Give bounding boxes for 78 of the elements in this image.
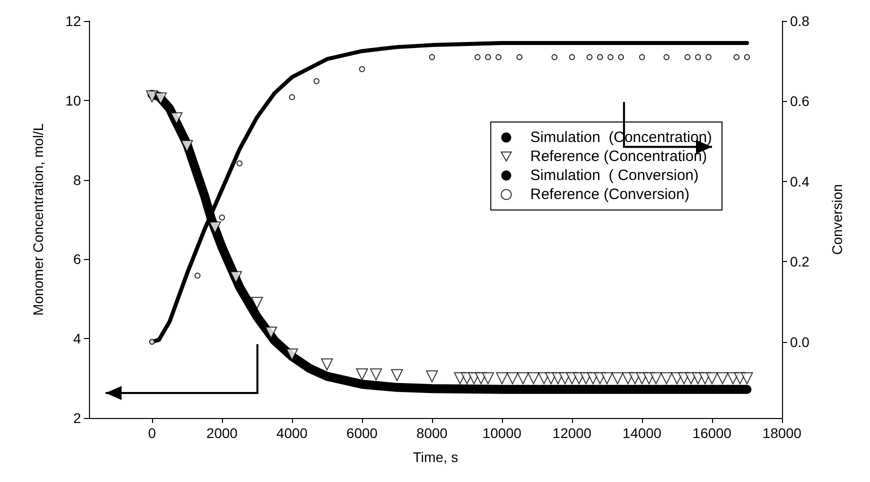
- x-axis-title: Time, s: [412, 449, 458, 465]
- point: [660, 372, 672, 384]
- point: [586, 54, 592, 60]
- point: [230, 271, 242, 284]
- point: [265, 326, 277, 339]
- point: [650, 372, 662, 384]
- point: [314, 78, 320, 84]
- x-tick-label: 2000: [206, 425, 238, 441]
- y2-tick-label: 0.2: [790, 254, 810, 270]
- point: [482, 372, 494, 384]
- point: [552, 54, 558, 60]
- x-tick-label: 4000: [276, 425, 308, 441]
- point: [370, 368, 382, 380]
- point: [734, 54, 740, 60]
- point: [684, 54, 690, 60]
- y2-tick-label: 0.4: [790, 173, 810, 190]
- x-tick-label: 12000: [552, 425, 592, 441]
- y-tick-label: 8: [73, 172, 82, 188]
- point: [236, 160, 242, 166]
- y2-tick-label: 0.0: [790, 334, 810, 350]
- y2-tick-label: 0.6: [790, 93, 810, 110]
- point: [496, 372, 508, 384]
- y2-axis-title: Conversion: [829, 184, 845, 255]
- point: [612, 372, 624, 384]
- point: [321, 358, 333, 370]
- point: [391, 369, 403, 382]
- x-tick-label: 16000: [692, 425, 732, 441]
- point: [744, 54, 750, 60]
- y-tick-label: 4: [73, 330, 82, 347]
- point: [597, 54, 603, 60]
- point: [517, 372, 529, 384]
- point: [286, 348, 298, 360]
- point: [516, 54, 522, 60]
- point: [289, 94, 295, 100]
- point: [149, 338, 155, 345]
- point: [194, 272, 200, 279]
- point: [154, 92, 167, 104]
- legend-label: Reference (Conversion): [530, 186, 690, 203]
- y-tick-label: 12: [65, 13, 82, 29]
- point: [716, 372, 728, 384]
- y-tick-label: 6: [73, 251, 82, 268]
- point: [496, 54, 502, 60]
- y-tick-label: 2: [73, 410, 82, 426]
- x-tick-label: 0: [148, 425, 156, 441]
- point: [251, 296, 263, 309]
- point: [706, 372, 718, 384]
- y-tick-label: 10: [65, 92, 82, 108]
- x-tick-label: 18000: [762, 425, 802, 441]
- point: [639, 54, 645, 60]
- point: [608, 54, 614, 60]
- point: [356, 368, 368, 380]
- point: [181, 140, 193, 152]
- point: [706, 54, 712, 60]
- x-tick-label: 8000: [416, 425, 448, 441]
- y2-tick-label: 0.8: [790, 13, 810, 29]
- x-tick-label: 6000: [346, 425, 378, 441]
- point: [146, 90, 158, 102]
- point: [485, 54, 491, 60]
- point: [695, 54, 701, 60]
- x-tick-label: 10000: [482, 425, 522, 441]
- point: [209, 221, 221, 234]
- point: [528, 372, 540, 384]
- x-tick-label: 14000: [622, 425, 662, 441]
- point: [219, 214, 225, 220]
- point: [429, 54, 435, 60]
- y-axis-title: Monomer Concentration, mol/L: [30, 123, 46, 316]
- point: [506, 372, 518, 384]
- point: [569, 54, 575, 60]
- legend-label: Reference (Concentration): [530, 148, 708, 165]
- point: [601, 372, 613, 384]
- point: [359, 66, 365, 72]
- point: [741, 372, 753, 384]
- point: [426, 370, 438, 382]
- point: [664, 54, 670, 60]
- point: [474, 54, 480, 60]
- legend-label: Simulation ( Conversion): [530, 167, 699, 184]
- point: [618, 54, 624, 60]
- point: [170, 112, 182, 124]
